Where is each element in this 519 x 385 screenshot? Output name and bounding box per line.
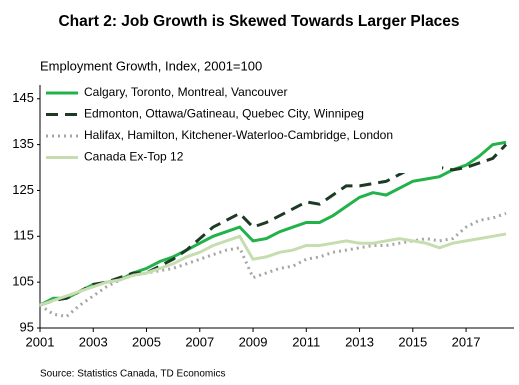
y-tick-label: 95	[20, 319, 34, 334]
y-tick-label: 105	[12, 274, 34, 289]
y-tick-label: 125	[12, 182, 34, 197]
legend-label: Calgary, Toronto, Montreal, Vancouver	[84, 85, 287, 99]
x-tick-label: 2017	[452, 334, 481, 349]
x-tick-label: 2001	[26, 334, 55, 349]
x-tick-label: 2009	[239, 334, 268, 349]
legend-box	[42, 83, 442, 173]
y-tick-label: 135	[12, 136, 34, 151]
source: Source: Statistics Canada, TD Economics	[40, 369, 225, 380]
x-tick-label: 2011	[292, 334, 320, 349]
legend-label: Halifax, Hamilton, Kitchener-Waterloo-Ca…	[84, 128, 393, 142]
x-tick-label: 2007	[185, 334, 214, 349]
x-tick-label: 2013	[345, 334, 374, 349]
series-line	[39, 232, 507, 307]
chart-title: Chart 2: Job Growth is Skewed Towards La…	[58, 13, 459, 30]
y-tick-label: 115	[13, 228, 34, 243]
series-line	[39, 211, 507, 319]
x-tick-label: 2005	[132, 334, 161, 349]
legend-label: Edmonton, Ottawa/Gatineau, Quebec City, …	[84, 107, 364, 121]
legend-label: Canada Ex-Top 12	[84, 150, 184, 164]
x-tick-label: 2015	[398, 334, 427, 349]
series-line	[39, 143, 508, 307]
chart-subtitle: Employment Growth, Index, 2001=100	[40, 58, 262, 73]
x-tick-label: 2003	[79, 334, 108, 349]
y-tick-label: 145	[12, 90, 34, 105]
